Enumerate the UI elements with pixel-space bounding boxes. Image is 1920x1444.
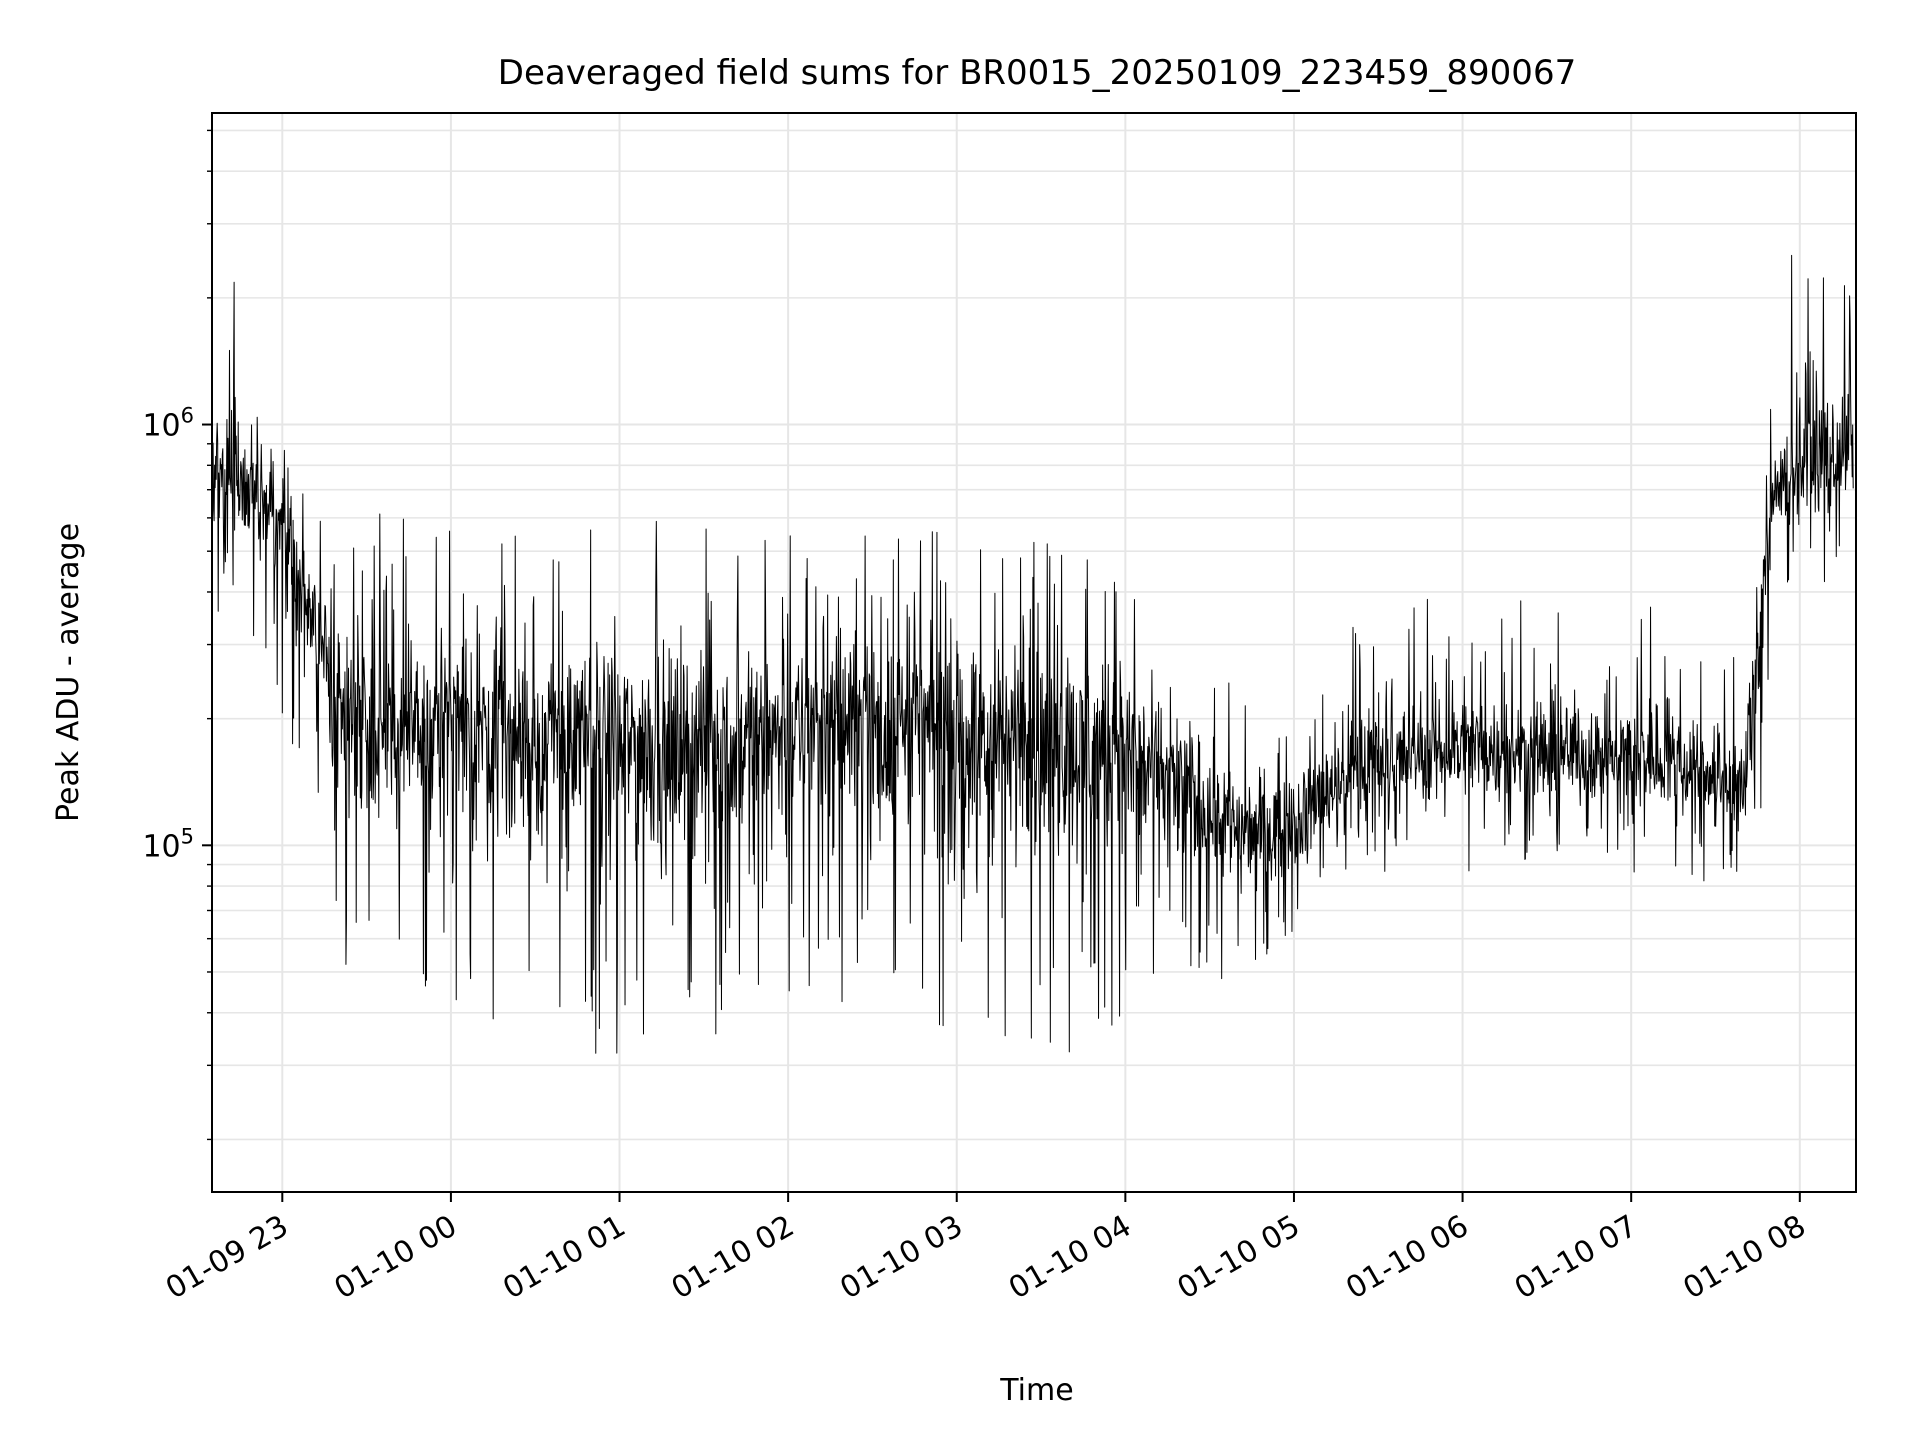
chart-title: Deaveraged field sums for BR0015_2025010… xyxy=(498,53,1576,93)
y-tick-label: 106 xyxy=(142,404,194,444)
y-axis-label: Peak ADU - average xyxy=(51,523,86,822)
plot-frame xyxy=(211,112,1857,1193)
data-series xyxy=(211,254,1854,1054)
y-tick-label: 105 xyxy=(142,824,194,864)
series-line xyxy=(211,254,1854,1054)
x-axis-label: Time xyxy=(999,1373,1073,1408)
